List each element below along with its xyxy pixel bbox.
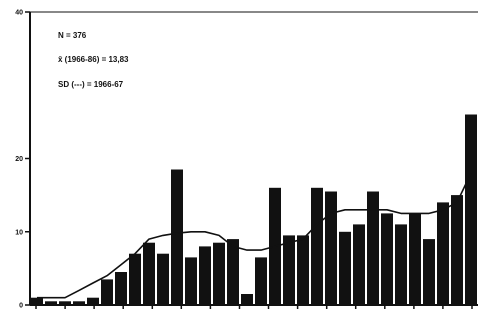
trend-line-series [37, 172, 472, 299]
y-axis-ticks: 0 10 20 40 [15, 10, 30, 310]
bar [339, 231, 351, 306]
bar [87, 297, 99, 305]
bar [157, 253, 169, 305]
bar [241, 294, 253, 305]
bar [255, 257, 267, 305]
annotation-text: SD (---) = 1966-67 [58, 80, 124, 89]
bar [367, 191, 379, 305]
bar [101, 279, 113, 305]
bar [395, 224, 407, 305]
y-tick-label: 0 [19, 303, 23, 310]
bar [171, 169, 183, 305]
chart-annotations: N = 376 x̄ (1966-86) = 13,83 SD (---) = 19… [58, 31, 129, 89]
bar [409, 213, 421, 305]
y-tick-label: 40 [15, 10, 23, 17]
bar [213, 242, 225, 305]
y-tick-label: 20 [15, 156, 23, 163]
bar [31, 297, 43, 305]
annotation-text: x̄ (1966-86) = 13,83 [58, 55, 129, 64]
trend-line [37, 172, 472, 299]
bar [45, 301, 57, 305]
bar [283, 235, 295, 305]
bar [437, 202, 449, 305]
bar [297, 235, 309, 305]
bar [381, 213, 393, 305]
bar [199, 246, 211, 305]
bar [227, 239, 239, 305]
bar [143, 242, 155, 305]
bar [465, 114, 477, 305]
bar [423, 239, 435, 305]
x-axis-ticks [35, 305, 473, 309]
bar [451, 195, 463, 305]
bar [129, 253, 141, 305]
bar [73, 301, 85, 305]
bar [311, 187, 323, 305]
bar [353, 224, 365, 305]
bar [115, 272, 127, 305]
bar-series [31, 114, 477, 306]
bar [325, 191, 337, 305]
bar [185, 257, 197, 305]
bar [59, 301, 71, 305]
y-tick-label: 10 [15, 229, 23, 236]
annotation-text: N = 376 [58, 31, 87, 40]
